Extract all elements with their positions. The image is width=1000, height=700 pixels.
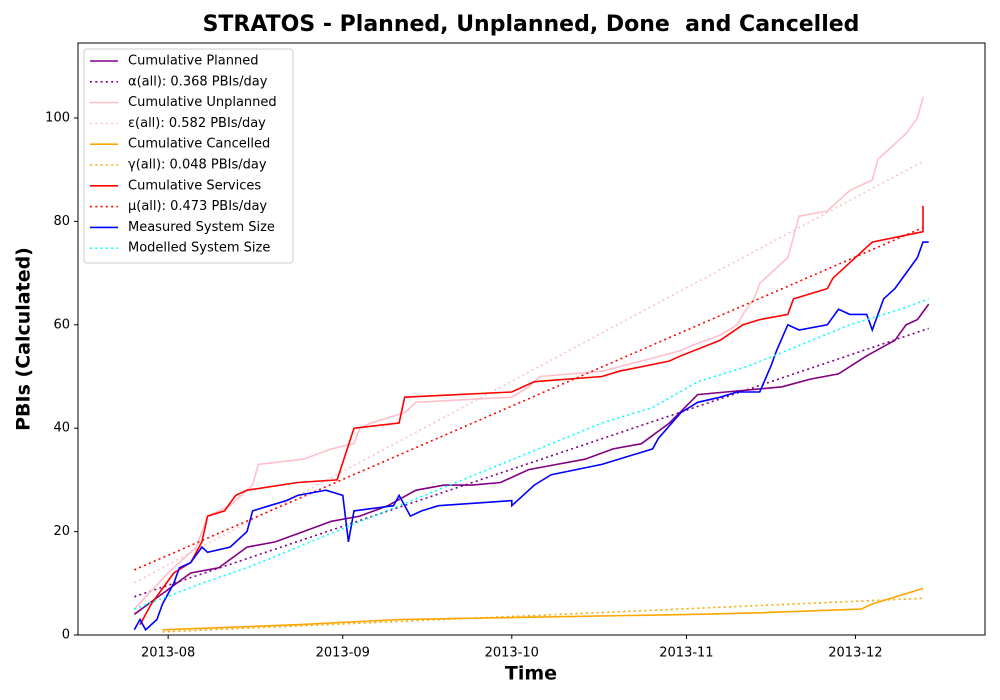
legend-label: ε(all): 0.582 PBIs/day: [128, 116, 266, 131]
x-axis-label: Time: [505, 663, 557, 685]
legend-label: μ(all): 0.473 PBIs/day: [128, 199, 267, 214]
plot-frame: [77, 42, 986, 636]
y-tick-label: 100: [45, 110, 70, 125]
legend-label: Cumulative Planned: [128, 54, 258, 69]
legend-label: Measured System Size: [128, 220, 275, 235]
legend-label: Cumulative Services: [128, 178, 261, 193]
x-tick-label: 2013-12: [828, 646, 882, 661]
series-line: [134, 327, 929, 598]
series-line: [162, 597, 924, 633]
series-line: [133, 97, 924, 610]
legend-box: [83, 48, 294, 264]
x-tick-label: 2013-09: [316, 646, 370, 661]
series-line: [133, 241, 929, 632]
x-tick-label: 2013-08: [141, 646, 195, 661]
legend-label: Modelled System Size: [128, 241, 270, 256]
y-tick-label: 40: [53, 421, 70, 436]
series-line: [139, 205, 924, 626]
y-axis-label: PBIs (Calculated): [13, 247, 35, 431]
legend-label: Cumulative Unplanned: [128, 95, 277, 110]
x-tick-label: 2013-11: [659, 646, 713, 661]
series-line: [133, 303, 930, 615]
series-line: [133, 226, 924, 571]
chart-title: STRATOS - Planned, Unplanned, Done and C…: [203, 12, 860, 37]
legend-label: Cumulative Cancelled: [128, 137, 270, 152]
series-line: [162, 587, 924, 631]
legend-label: α(all): 0.368 PBIs/day: [128, 74, 268, 89]
y-tick-label: 60: [53, 317, 70, 332]
x-tick-label: 2013-10: [485, 646, 539, 661]
y-tick-label: 0: [62, 628, 70, 643]
series-line: [134, 298, 929, 610]
y-tick-label: 20: [53, 524, 70, 539]
y-tick-label: 80: [53, 214, 70, 229]
plot-lines: [133, 97, 930, 633]
legend-label: γ(all): 0.048 PBIs/day: [128, 158, 267, 173]
legend: Cumulative Planned α(all): 0.368 PBIs/day…: [83, 48, 294, 264]
